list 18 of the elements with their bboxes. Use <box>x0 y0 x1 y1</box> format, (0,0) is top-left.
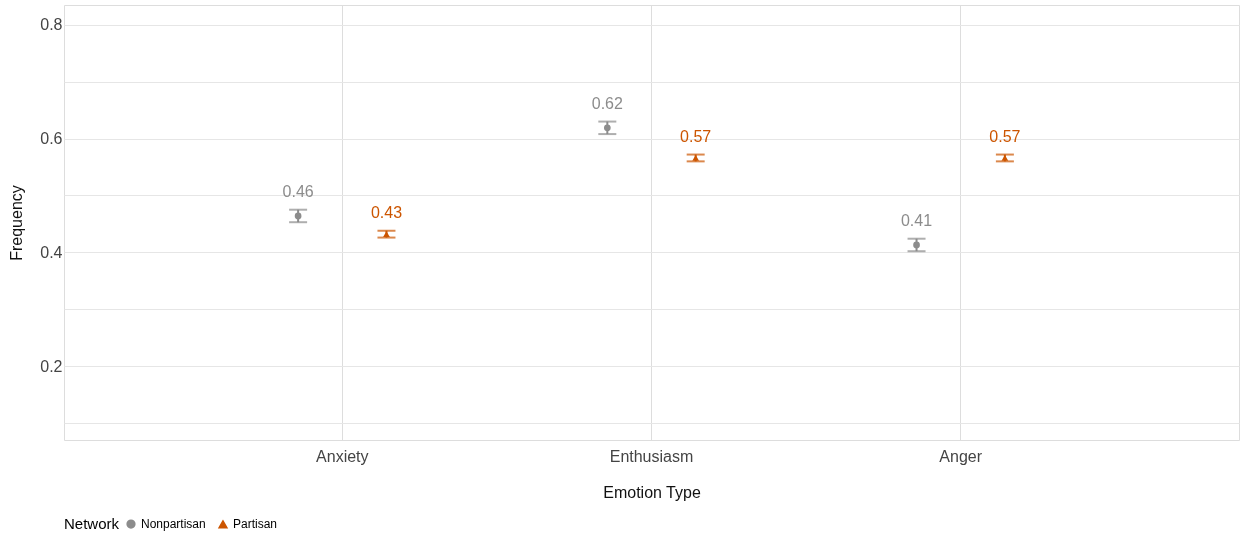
y-tick-label: 0.6 <box>40 130 63 148</box>
y-tick-label: 0.2 <box>40 357 63 375</box>
x-tick-label: Anxiety <box>316 447 369 465</box>
data-label: 0.57 <box>989 127 1021 145</box>
data-label: 0.62 <box>591 94 623 112</box>
data-label: 0.43 <box>370 203 403 221</box>
y-tick-label: 0.4 <box>40 243 63 261</box>
data-label: 0.41 <box>900 211 933 229</box>
legend-title: Network <box>64 515 120 532</box>
data-label: 0.57 <box>680 127 712 145</box>
y-axis-title: Frequency <box>8 185 26 261</box>
data-label: 0.46 <box>282 182 314 200</box>
legend-label: Nonpartisan <box>141 517 206 532</box>
legend-label: Partisan <box>233 517 278 532</box>
y-tick-label: 0.8 <box>40 16 63 34</box>
x-tick-label: Enthusiasm <box>609 447 694 465</box>
x-tick-label: Anger <box>939 447 983 465</box>
x-axis-title: Emotion Type <box>603 483 701 501</box>
